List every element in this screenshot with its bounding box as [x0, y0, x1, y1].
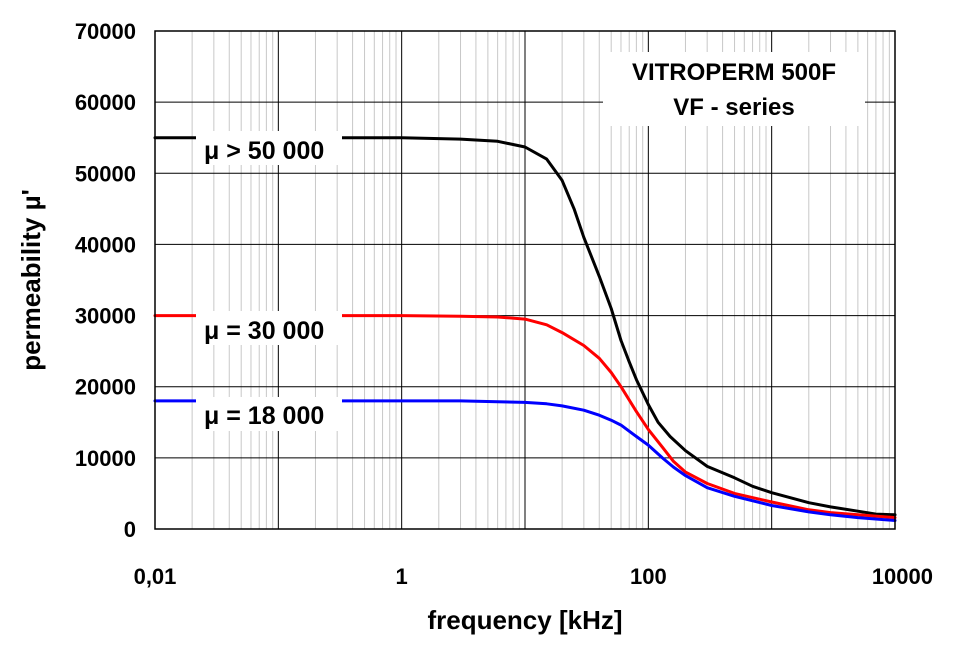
- x-axis-title: frequency [kHz]: [427, 605, 622, 635]
- series-line-1: [153, 136, 897, 517]
- title-box-line-1: VITROPERM 500F: [632, 59, 836, 86]
- series-label-3: μ = 18 000: [196, 397, 342, 431]
- series-label-text: μ = 18 000: [204, 402, 324, 430]
- series-lines: [153, 136, 897, 522]
- series-label-text: μ = 30 000: [204, 317, 324, 345]
- y-tick-label: 70000: [75, 19, 136, 44]
- series-line-3: [153, 399, 897, 522]
- y-tick-label: 60000: [75, 90, 136, 115]
- title-box: VITROPERM 500F VF - series: [603, 52, 865, 126]
- y-axis-title: permeability µ': [16, 189, 46, 371]
- y-tick-label: 50000: [75, 161, 136, 186]
- y-tick-label: 30000: [75, 304, 136, 329]
- x-tick-label: 1: [396, 564, 408, 589]
- series-label-2: μ = 30 000: [196, 311, 342, 345]
- title-box-line-2: VF - series: [673, 94, 794, 121]
- x-tick-label: 100: [630, 564, 667, 589]
- y-tick-labels: 0 10000 20000 30000 40000 50000 60000 70000: [75, 19, 136, 542]
- series-label-text: μ > 50 000: [204, 137, 324, 165]
- y-tick-label: 0: [124, 517, 136, 542]
- grid: [154, 30, 896, 530]
- plot-border: [154, 30, 896, 530]
- y-tick-label: 40000: [75, 232, 136, 257]
- series-label-1: μ > 50 000: [196, 131, 342, 165]
- series-line-2: [153, 314, 897, 520]
- x-tick-label: 10000: [872, 564, 933, 589]
- x-tick-labels: 0,01 1 100 10000: [134, 564, 933, 589]
- y-tick-label: 20000: [75, 375, 136, 400]
- x-tick-label: 0,01: [134, 564, 177, 589]
- y-tick-label: 10000: [75, 446, 136, 471]
